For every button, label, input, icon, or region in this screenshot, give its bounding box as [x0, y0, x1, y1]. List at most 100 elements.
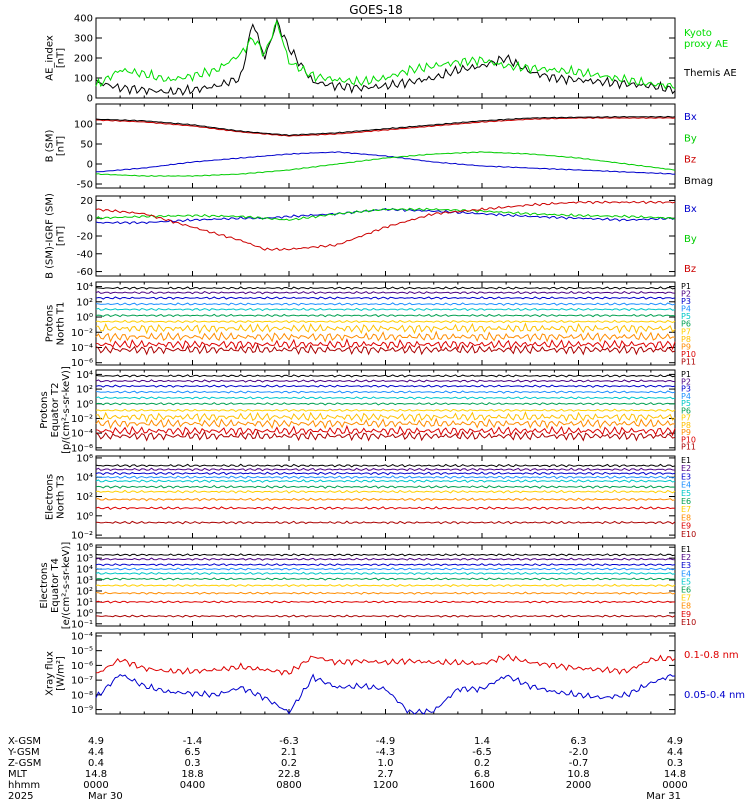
- series-line-e9: [95, 600, 675, 604]
- y-tick-label: 10⁴: [76, 282, 93, 293]
- series-line-kyoto-proxy-ae: [95, 19, 676, 90]
- y-tick-label: 10⁻²: [71, 414, 93, 425]
- series-line-e5: [95, 479, 676, 484]
- time-axis-value: -4.3: [376, 747, 396, 758]
- y-tick-label: 10²: [76, 297, 93, 308]
- legend-entry: E1: [681, 456, 691, 465]
- y-tick-label: 10⁻⁶: [71, 358, 93, 369]
- legend-entry: P8: [681, 335, 691, 344]
- y-tick-label: 0: [87, 160, 93, 171]
- legend-entry: Bz: [684, 155, 696, 166]
- time-axis-value: 0.2: [281, 758, 297, 769]
- legend-entry: Bx: [684, 112, 697, 123]
- legend-entry: P11: [681, 357, 696, 366]
- y-axis-label: Electrons: [45, 474, 56, 520]
- legend-entry: E7: [681, 594, 691, 603]
- series-line-p10: [95, 424, 676, 437]
- series-line-p9: [95, 330, 676, 343]
- time-axis-value: 2.1: [281, 747, 297, 758]
- y-axis-label: [e/(cm²-s-sr-keV)]: [61, 542, 72, 630]
- legend-entry: Bx: [684, 204, 697, 215]
- y-tick-label: 10²: [76, 586, 93, 597]
- y-tick-label: 10⁻⁵: [71, 646, 93, 657]
- series-line-p11: [95, 343, 676, 356]
- time-axis-value: 6.5: [185, 747, 201, 758]
- legend-entry: P6: [681, 406, 691, 415]
- legend-entry: By: [684, 234, 697, 245]
- panel-xray: 10⁻⁴ 10⁻⁵ 10⁻⁶ 10⁻⁷ 10⁻⁸ 10⁻⁹ Xray flux [W/m²] 0…: [45, 631, 746, 716]
- legend-entry: P4: [681, 392, 691, 401]
- panel-bsm: 100 50 0 -50 B (SM) [nT] Bx By Bz Bmag: [45, 103, 713, 191]
- legend-entry: P8: [681, 421, 691, 430]
- series-line-bx: [96, 151, 676, 175]
- legend-entry: Kyoto: [684, 28, 712, 39]
- y-tick-label: 300: [74, 34, 93, 45]
- time-axis-value: 0.3: [667, 758, 683, 769]
- y-axis-label: Protons: [45, 305, 56, 342]
- legend-entry: proxy AE: [684, 39, 728, 50]
- panel-frame: [95, 195, 676, 277]
- legend-entry: P2: [681, 290, 691, 299]
- time-axis-value: Mar 30: [88, 791, 123, 800]
- series-line-e4: [95, 475, 676, 480]
- time-axis-value: Mar 31: [646, 791, 681, 800]
- time-axis-value: 0400: [180, 780, 205, 791]
- y-tick-label: 0: [87, 214, 93, 225]
- series-line-p10: [95, 338, 676, 351]
- series-line-e9: [95, 506, 676, 511]
- series-line-p11: [95, 429, 676, 442]
- legend-entry: P7: [681, 414, 691, 423]
- time-axis-value: 1600: [469, 780, 494, 791]
- legend-entry: E6: [681, 586, 691, 595]
- series-line-e3: [95, 471, 676, 476]
- series-line-p2: [95, 290, 676, 295]
- time-axis-value: 0.2: [474, 758, 490, 769]
- time-axis-value: 0.3: [185, 758, 201, 769]
- y-tick-label: 10⁶: [76, 543, 93, 554]
- legend-entry: Bz: [684, 264, 696, 275]
- series-line-e2: [95, 557, 676, 561]
- series-line-p2: [95, 379, 676, 383]
- y-tick-label: 400: [74, 14, 93, 25]
- legend-entry: Bmag: [684, 176, 713, 187]
- legend-entry: E5: [681, 577, 691, 586]
- y-tick-label: 100: [74, 120, 93, 131]
- y-tick-label: 10³: [76, 576, 93, 587]
- y-tick-label: -60: [77, 267, 93, 278]
- y-tick-label: 10⁻⁷: [71, 676, 93, 687]
- y-tick-label: -50: [77, 180, 93, 191]
- y-tick-label: 10⁻²: [71, 531, 93, 542]
- legend-entry: E6: [681, 497, 691, 506]
- series-line-0-1-0-8-nm: [95, 653, 676, 676]
- time-axis-row-label: hhmm: [8, 780, 40, 791]
- y-axis-label: B (SM)-IGRF (SM): [45, 193, 56, 279]
- time-axis-row-label: X-GSM: [8, 736, 41, 747]
- legend-entry: P10: [681, 350, 696, 359]
- legend-entry: E10: [681, 618, 696, 627]
- series-line-themis-ae: [95, 17, 676, 96]
- series-line-p3: [95, 384, 676, 388]
- time-axis-value: 10.8: [567, 769, 589, 780]
- series-line-e3: [95, 563, 676, 567]
- panel-bigrf: 20 0 -20 -40 -60 B (SM)-IGRF (SM) [nT] Bx By Bz: [45, 193, 697, 279]
- time-axis-row-label: 2025: [8, 791, 33, 800]
- y-tick-label: 10⁻¹: [71, 619, 93, 630]
- legend-entry: E9: [681, 522, 691, 531]
- time-axis-value: 14.8: [85, 769, 107, 780]
- y-tick-label: 10⁻⁶: [71, 661, 93, 672]
- series-line-p8: [95, 322, 676, 335]
- y-axis-label: North T3: [56, 475, 67, 519]
- legend-entry: E9: [681, 610, 691, 619]
- series-line-p1: [95, 374, 676, 378]
- time-axis-value: 1.4: [474, 736, 490, 747]
- legend-entry: E3: [681, 561, 691, 570]
- y-tick-label: 50: [80, 140, 93, 151]
- series-line-e7: [95, 583, 676, 588]
- y-tick-label: 10⁻⁴: [71, 429, 93, 440]
- legend-entry: P6: [681, 320, 691, 329]
- series-line-p4: [95, 302, 676, 306]
